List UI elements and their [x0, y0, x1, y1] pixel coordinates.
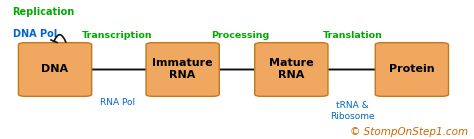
Text: Mature
RNA: Mature RNA: [269, 59, 314, 80]
Text: Translation: Translation: [322, 31, 382, 40]
Text: Processing: Processing: [211, 31, 269, 40]
FancyBboxPatch shape: [255, 43, 328, 96]
FancyBboxPatch shape: [375, 43, 448, 96]
Text: RNA Pol: RNA Pol: [100, 98, 135, 107]
Text: tRNA &
Ribosome: tRNA & Ribosome: [330, 101, 374, 121]
FancyBboxPatch shape: [18, 43, 91, 96]
Text: Transcription: Transcription: [82, 31, 153, 40]
Text: DNA Pol: DNA Pol: [12, 29, 57, 39]
Text: Immature
RNA: Immature RNA: [152, 59, 213, 80]
Text: DNA: DNA: [42, 64, 69, 75]
Text: © StompOnStep1.com: © StompOnStep1.com: [350, 127, 469, 137]
FancyBboxPatch shape: [146, 43, 219, 96]
Text: Protein: Protein: [389, 64, 435, 75]
Text: Replication: Replication: [12, 7, 75, 17]
